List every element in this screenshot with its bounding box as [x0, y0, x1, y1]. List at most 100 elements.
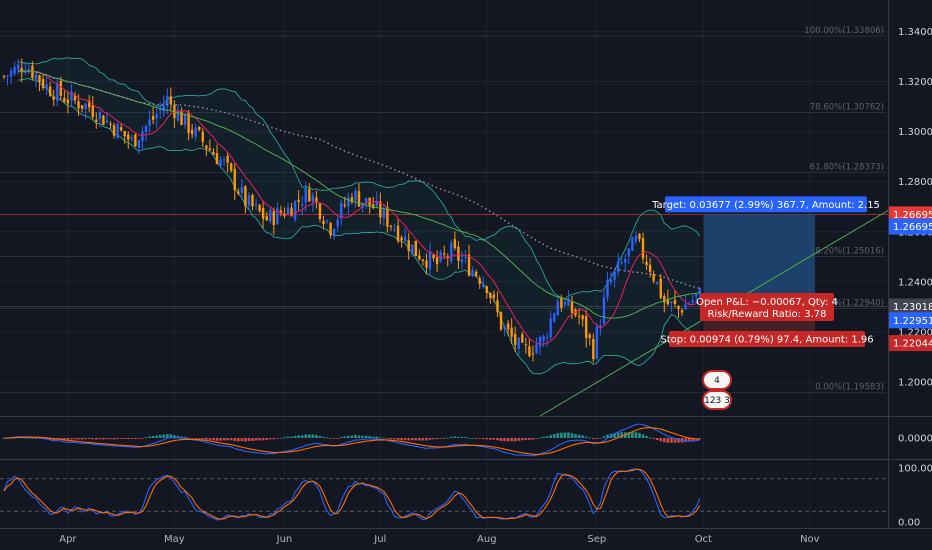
time-axis-label: May: [164, 534, 185, 545]
macd-histogram-bar: [698, 438, 702, 439]
candle-body: [620, 261, 623, 264]
pnl-box: [700, 293, 834, 321]
candle-body: [659, 278, 662, 298]
macd-histogram-bar: [329, 438, 332, 439]
macd-histogram-bar: [379, 437, 382, 439]
candle-body: [496, 300, 499, 312]
time-axis-label: Apr: [59, 534, 77, 545]
macd-histogram-bar: [599, 437, 602, 439]
event-badges[interactable]: 4 123 3: [702, 370, 732, 410]
macd-signal-line: [4, 427, 700, 455]
event-badge-text: 123 3: [704, 396, 730, 406]
candle-body: [545, 337, 549, 339]
target-zone[interactable]: [703, 214, 815, 307]
candle-body: [506, 323, 510, 330]
macd-histogram-bar: [212, 438, 215, 441]
candle-body: [372, 204, 375, 209]
moving-averages: [18, 70, 701, 345]
candle-body: [187, 112, 190, 133]
price-tick-label: 1.28000: [898, 177, 932, 188]
candle-body: [482, 283, 485, 287]
candle-body: [595, 326, 599, 359]
candle-body: [20, 68, 23, 73]
macd-histogram-bar: [403, 438, 407, 441]
macd-histogram-bar: [229, 438, 233, 441]
price-badge[interactable]: [889, 206, 932, 223]
candle-body: [251, 194, 254, 207]
target-label-box: [665, 196, 867, 213]
candle-body: [350, 197, 354, 203]
candle-body: [652, 273, 655, 281]
macd-histogram-bar: [350, 435, 354, 438]
candlestick-series: [2, 58, 701, 363]
macd-histogram-bar: [584, 436, 588, 438]
candle-body: [670, 301, 673, 303]
macd-histogram-bar: [371, 436, 375, 438]
price-tick-label: 1.20000: [898, 378, 932, 389]
price-axis[interactable]: 1.340001.320001.300001.280001.260001.240…: [889, 27, 932, 529]
candle-body: [258, 204, 261, 212]
macd-histogram-bar: [496, 438, 499, 441]
price-badge[interactable]: [889, 335, 932, 352]
candle-body: [247, 195, 251, 206]
fibonacci-retracement[interactable]: 100.00%(1.33806) 78.60%(1.30762) 61.80%(1.…: [0, 26, 886, 394]
stop-label-box: [669, 330, 865, 347]
candle-body: [322, 220, 325, 224]
candle-body: [606, 279, 609, 298]
candle-body: [361, 202, 364, 208]
candle-body: [272, 210, 275, 225]
macd-histogram-bar: [418, 438, 421, 441]
candle-body: [73, 95, 77, 101]
macd-histogram-bar: [226, 438, 229, 441]
macd-histogram-bar: [102, 438, 105, 440]
price-badge[interactable]: [889, 312, 932, 329]
candle-body: [2, 75, 6, 77]
candle-body: [269, 209, 272, 222]
macd-histogram-bar: [545, 436, 549, 438]
candle-body: [386, 207, 389, 227]
price-badge-label: 1.26695: [893, 210, 932, 221]
candle-body: [159, 108, 162, 111]
candle-body: [226, 156, 229, 163]
macd-histogram-bar: [602, 436, 606, 438]
candle-body: [382, 209, 386, 219]
event-badge[interactable]: [702, 390, 732, 410]
bollinger-upper: [18, 57, 701, 300]
candle-body: [17, 64, 20, 70]
macd-histogram-bar: [123, 438, 126, 439]
macd-histogram-bar: [485, 438, 489, 440]
macd-histogram-bar: [677, 438, 680, 443]
candle-body: [230, 163, 233, 171]
fib-level-label: 23.60%(1.22940): [810, 298, 884, 308]
macd-histogram-bar: [276, 438, 279, 439]
macd-histogram-bar: [254, 438, 258, 441]
time-axis[interactable]: Apr May Jun Jul Aug Sep Oct Nov: [59, 534, 819, 545]
candle-body: [684, 304, 687, 310]
event-badge[interactable]: [702, 370, 732, 390]
macd-histogram-bar: [158, 434, 162, 438]
price-badge[interactable]: [889, 218, 932, 235]
macd-histogram-bar: [663, 438, 666, 443]
candle-body: [173, 104, 176, 118]
macd-histogram-bar: [297, 435, 300, 438]
macd-histogram-bar: [318, 435, 322, 438]
price-badge[interactable]: [889, 298, 932, 315]
macd-histogram-bar: [393, 438, 396, 440]
candle-body: [144, 125, 148, 133]
macd-histogram-bar: [219, 438, 222, 441]
macd-histogram-bar: [336, 438, 339, 439]
candle-body: [180, 110, 183, 126]
macd-histogram-bar: [567, 432, 570, 438]
candle-body: [70, 91, 73, 101]
macd-histogram-bar: [400, 438, 403, 441]
macd-histogram-bar: [155, 435, 158, 438]
macd-histogram-bar: [265, 438, 268, 441]
macd-histogram-bar: [290, 436, 293, 438]
candle-body: [95, 119, 98, 122]
macd-histogram-bar: [428, 438, 432, 440]
candle-body: [290, 207, 293, 217]
candle-body: [467, 254, 471, 276]
candle-body: [141, 131, 144, 142]
macd-histogram-bar: [173, 435, 176, 438]
